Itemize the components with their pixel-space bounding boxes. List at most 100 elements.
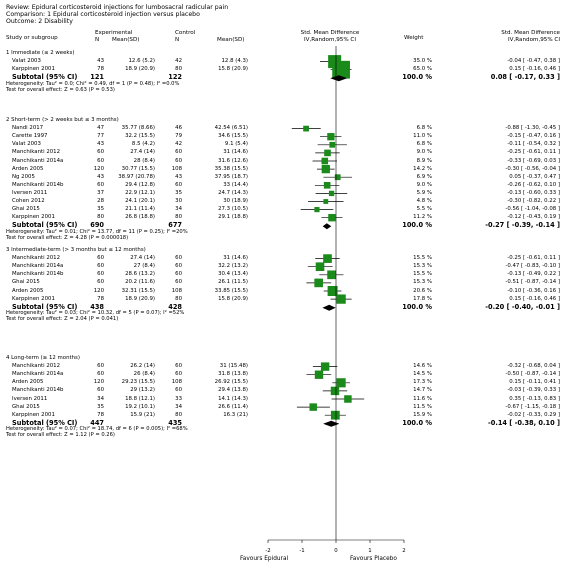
- exp-n: 120: [93, 379, 104, 386]
- study-box: [328, 214, 336, 222]
- exp-n: 28: [97, 198, 104, 204]
- ctrl-n: 35: [175, 189, 182, 196]
- favours-epidural-label: Favours Epidural: [240, 556, 289, 562]
- study-name: Karppinen 2001: [12, 411, 55, 418]
- ctrl-mean-sd: 29.1 (18.8): [218, 214, 248, 221]
- weight-value: 15.3 %: [413, 263, 432, 270]
- study-box: [303, 125, 309, 132]
- study-name: Ghai 2015: [12, 403, 40, 410]
- study-box: [327, 286, 338, 296]
- subtotal-ci: -0.27 [ -0.39, -0.14 ]: [485, 221, 560, 230]
- exp-mean-sd: 32.2 (15.5): [125, 133, 155, 140]
- study-name: Manchikanti 2012: [12, 255, 61, 262]
- smd-ci-value: -0.25 [ -0.61, 0.11 ]: [507, 149, 560, 156]
- ctrl-mean-sd: 15.8 (20.9): [218, 66, 248, 73]
- ctrl-mean-sd: 24.7 (14.3): [218, 189, 248, 196]
- col-exp-n: N: [95, 37, 100, 43]
- study-box: [336, 378, 346, 388]
- exp-mean-sd: 26.8 (18.8): [125, 214, 155, 221]
- smd-ci-value: -0.04 [ -0.47, 0.38 ]: [507, 58, 560, 65]
- exp-mean-sd: 8.5 (4.2): [131, 141, 155, 148]
- subtotal-ci: 0.08 [ -0.17, 0.33 ]: [490, 73, 560, 82]
- weight-value: 17.8 %: [413, 295, 432, 302]
- ctrl-n: 79: [175, 133, 182, 140]
- weight-value: 14.6 %: [413, 363, 432, 370]
- study-name: Manchikanti 2012: [12, 363, 61, 370]
- exp-n: 77: [97, 133, 104, 140]
- exp-n: 120: [93, 287, 104, 294]
- study-box: [323, 182, 331, 189]
- smd-ci-value: -0.51 [ -0.87, -0.14 ]: [505, 279, 560, 286]
- ctrl-mean-sd: 32.2 (13.2): [218, 263, 248, 270]
- ctrl-n: 108: [171, 287, 182, 294]
- exp-mean-sd: 28.6 (13.2): [125, 271, 155, 278]
- exp-mean-sd: 27.4 (14): [130, 149, 155, 156]
- ctrl-mean-sd: 33 (14.4): [223, 181, 248, 188]
- smd-ci-value: -0.02 [ -0.33, 0.29 ]: [507, 411, 560, 418]
- col-control: Control: [175, 30, 196, 36]
- smd-ci-value: -0.25 [ -0.61, 0.11 ]: [507, 255, 560, 262]
- ctrl-n: 60: [175, 271, 182, 278]
- col-ctrl-n: N: [175, 37, 180, 43]
- study-name: Arden 2005: [12, 287, 44, 294]
- exp-n: 60: [97, 263, 104, 270]
- study-box: [332, 60, 350, 79]
- ctrl-mean-sd: 31 (14.6): [223, 149, 248, 156]
- subtotal-label: Subtotal (95% CI): [12, 302, 78, 311]
- ctrl-mean-sd: 26.6 (11.4): [218, 403, 248, 410]
- smd-ci-value: -0.10 [ -0.36, 0.16 ]: [507, 287, 560, 294]
- study-box: [324, 149, 331, 157]
- smd-ci-value: -0.56 [ -1.04, -0.08 ]: [505, 206, 560, 213]
- exp-n: 43: [97, 141, 104, 148]
- study-name: Manchikanti 2014b: [12, 181, 64, 188]
- subtotal-diamond: [322, 223, 332, 230]
- ctrl-mean-sd: 34.6 (15.5): [218, 133, 248, 140]
- study-box: [334, 174, 341, 181]
- smd-ci-value: -0.33 [ -0.69, 0.03 ]: [507, 157, 560, 164]
- ctrl-n: 60: [175, 149, 182, 156]
- ctrl-n: 60: [175, 255, 182, 262]
- exp-n: 60: [97, 157, 104, 164]
- smd-ci-value: -0.47 [ -0.83, -0.10 ]: [505, 263, 560, 270]
- weight-value: 14.5 %: [413, 371, 432, 378]
- exp-n: 60: [97, 255, 104, 262]
- ctrl-n: 42: [175, 58, 182, 65]
- study-box: [321, 157, 329, 165]
- weight-value: 17.3 %: [413, 379, 432, 386]
- ctrl-n: 80: [175, 411, 182, 418]
- ctrl-n: 34: [175, 403, 182, 410]
- exp-n: 60: [97, 371, 104, 378]
- smd-ci-value: -0.13 [ -0.49, 0.22 ]: [507, 271, 560, 278]
- weight-value: 15.9 %: [413, 411, 432, 418]
- ctrl-n: 80: [175, 66, 182, 73]
- ctrl-n: 33: [175, 395, 182, 402]
- tick-label: -1: [299, 548, 305, 554]
- subtotal-label: Subtotal (95% CI): [12, 221, 78, 230]
- study-box: [336, 294, 346, 304]
- overall-effect-text: Test for overall effect: Z = 0.63 (P = 0…: [6, 86, 115, 93]
- exp-n: 35: [97, 403, 104, 410]
- subtotal-exp-n: 690: [90, 221, 104, 230]
- study-name: Cohen 2012: [12, 198, 45, 204]
- exp-mean-sd: 18.9 (20.9): [125, 295, 155, 302]
- ctrl-mean-sd: 27.3 (10.5): [218, 206, 248, 213]
- exp-n: 60: [97, 363, 104, 370]
- col-exp-mean: Mean(SD): [112, 37, 140, 43]
- smd-ci-value: -0.30 [ -0.82, 0.22 ]: [507, 198, 560, 204]
- smd-ci-value: -0.13 [ -0.60, 0.33 ]: [507, 189, 560, 196]
- smd-ci-value: -0.11 [ -0.54, 0.32 ]: [507, 141, 560, 148]
- smd-ci-value: -0.12 [ -0.43, 0.19 ]: [507, 214, 560, 221]
- exp-mean-sd: 12.6 (5.2): [128, 58, 156, 65]
- ctrl-mean-sd: 31.6 (12.6): [218, 157, 248, 164]
- outcome-title: Outcome: 2 Disability: [6, 18, 73, 25]
- ctrl-n: 46: [175, 125, 182, 132]
- study-name: Manchikanti 2014a: [12, 157, 64, 164]
- col-smd-plot-sub: IV,Random,95% CI: [304, 37, 356, 43]
- smd-ci-value: 0.15 [ -0.16, 0.46 ]: [509, 66, 560, 73]
- weight-value: 14.7 %: [413, 387, 432, 394]
- subtotal-diamond: [323, 420, 340, 427]
- weight-value: 15.3 %: [413, 279, 432, 286]
- subtotal-diamond: [330, 75, 348, 82]
- exp-n: 35: [97, 206, 104, 213]
- study-box: [321, 164, 330, 174]
